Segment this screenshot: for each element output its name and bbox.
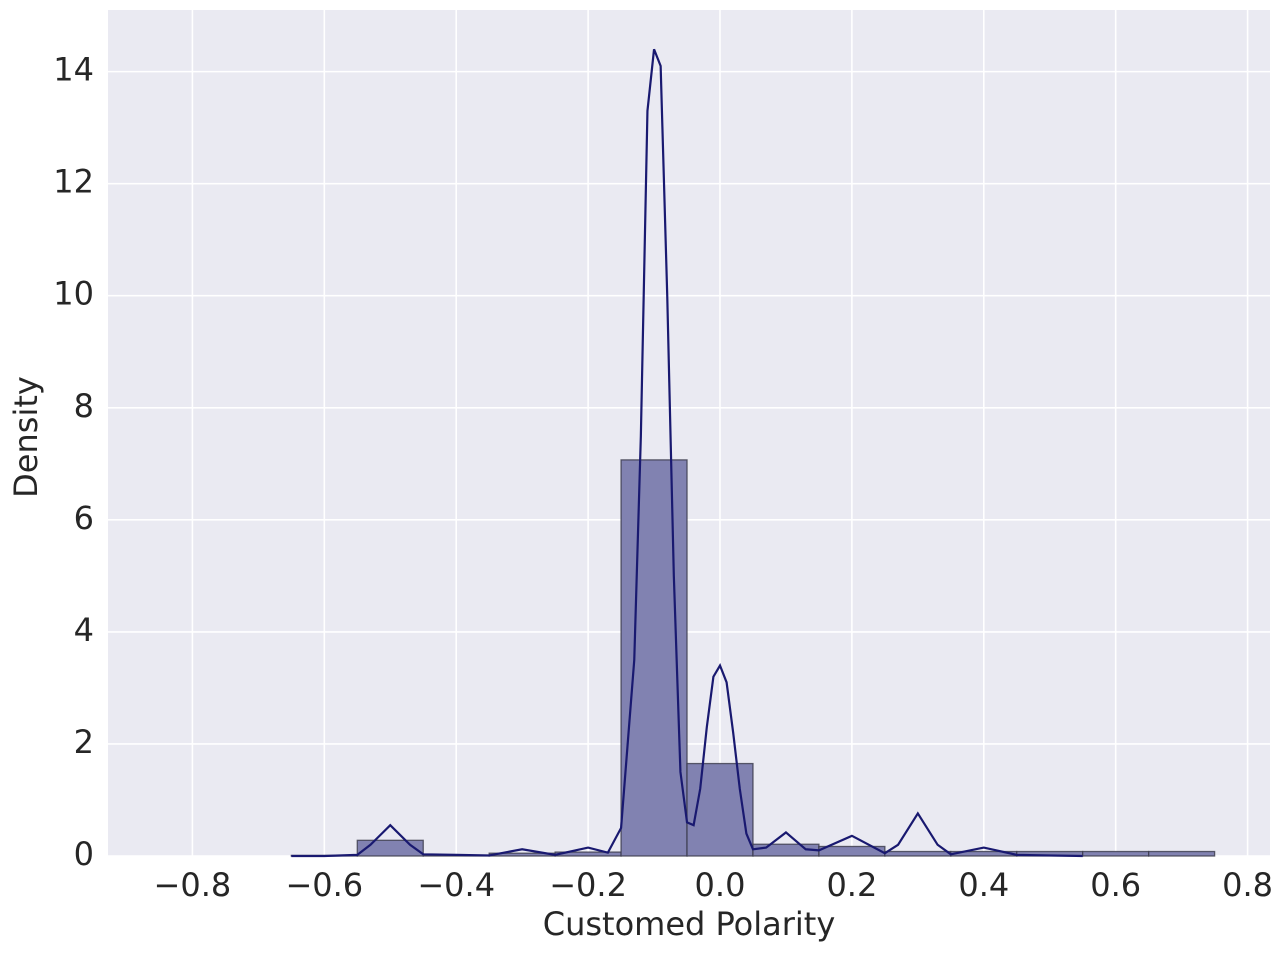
y-tick-label: 4 [74, 611, 94, 649]
kde-line [291, 48, 1083, 858]
y-tick-label: 0 [74, 835, 94, 873]
bar [1148, 850, 1216, 857]
x-tick-label: 0.8 [1222, 866, 1273, 904]
y-axis-label: Density [7, 376, 45, 498]
x-tick-label: −0.8 [154, 866, 232, 904]
y-tick-label: 8 [74, 387, 94, 425]
x-tick-label: −0.6 [285, 866, 363, 904]
y-tick-label: 12 [53, 163, 94, 201]
x-tick-label: 0.6 [1090, 866, 1141, 904]
x-axis-label: Customed Polarity [543, 905, 836, 943]
x-tick-label: −0.2 [549, 866, 627, 904]
x-tick-label: −0.4 [417, 866, 495, 904]
x-tick-label: 0.0 [695, 866, 746, 904]
y-tick-label: 6 [74, 499, 94, 537]
x-tick-label: 0.4 [958, 866, 1009, 904]
bar [884, 850, 952, 857]
y-tick-label: 2 [74, 723, 94, 761]
plot-area [108, 10, 1270, 856]
bar [356, 839, 424, 857]
y-tick-label: 14 [53, 51, 94, 89]
x-tick-label: 0.2 [826, 866, 877, 904]
bar [1082, 850, 1150, 857]
y-tick-label: 10 [53, 275, 94, 313]
